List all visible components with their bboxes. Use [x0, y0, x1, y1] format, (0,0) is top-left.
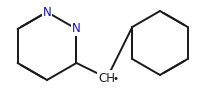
Text: CH: CH — [98, 71, 116, 84]
Text: N: N — [43, 6, 51, 19]
Text: N: N — [72, 23, 81, 36]
Text: •: • — [113, 74, 119, 84]
